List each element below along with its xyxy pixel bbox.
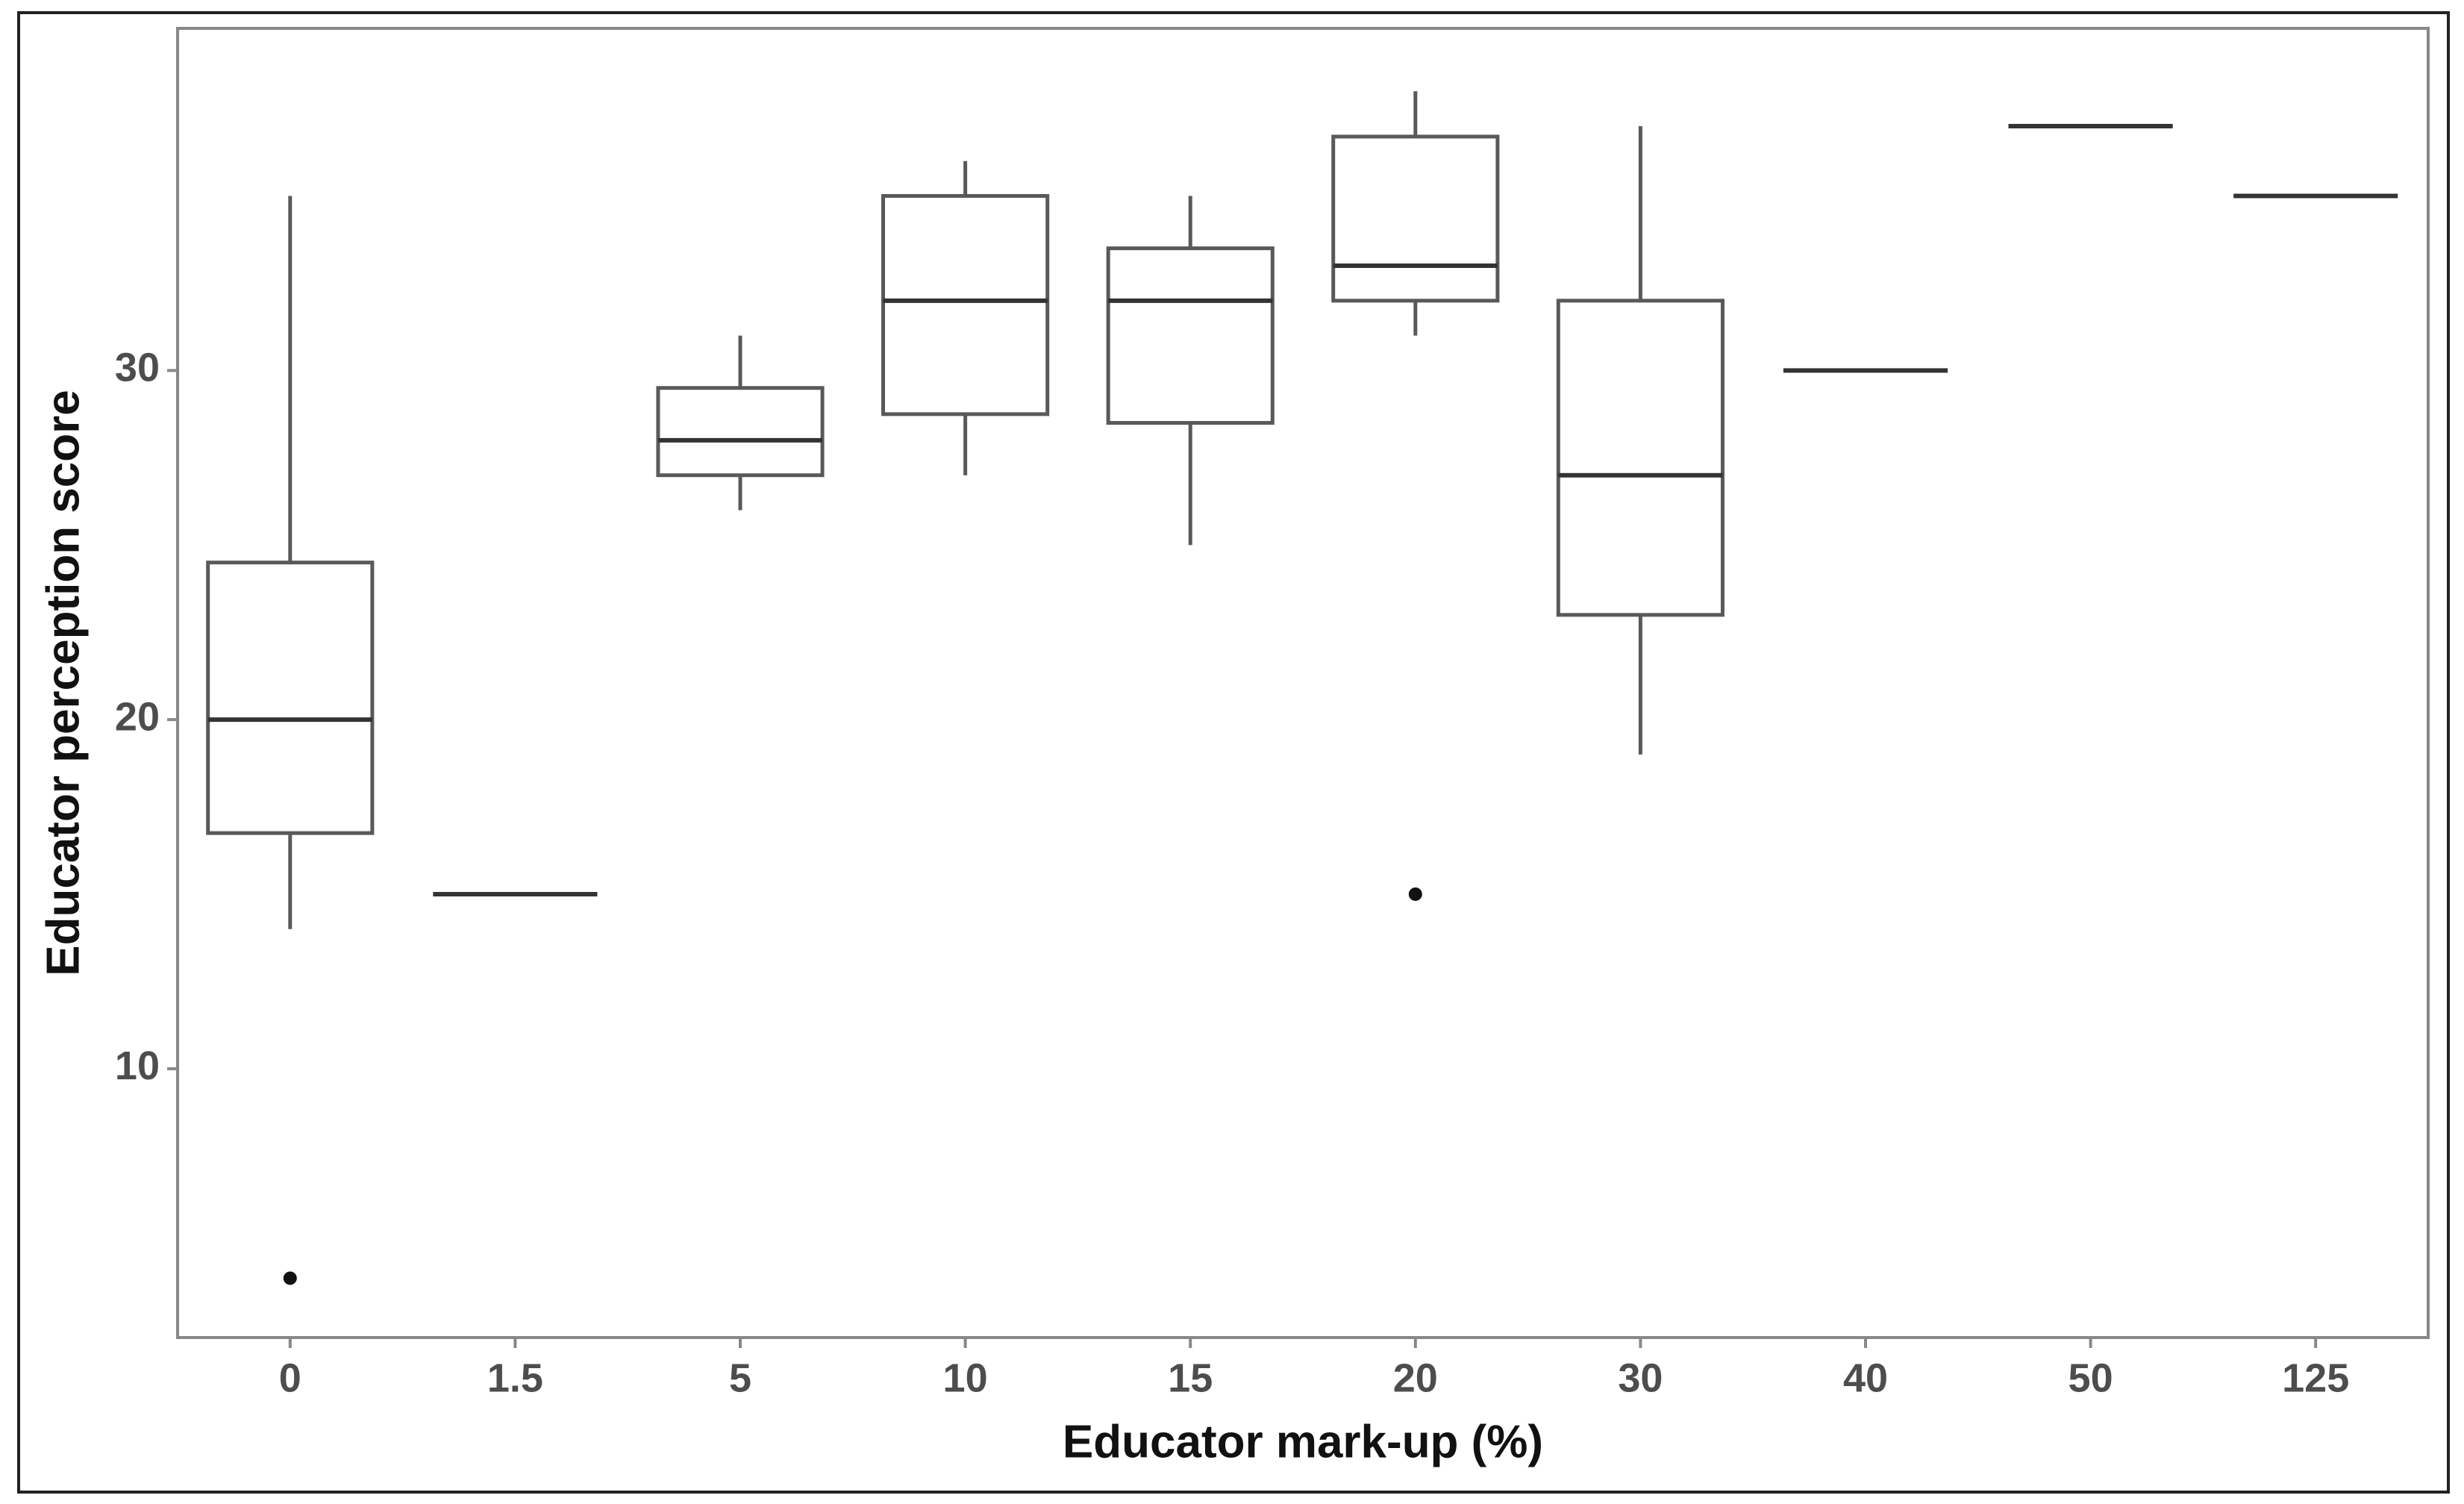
x-tick-label: 30 bbox=[1618, 1355, 1663, 1400]
box bbox=[206, 561, 375, 835]
outlier bbox=[1408, 887, 1422, 901]
outlier bbox=[283, 1271, 297, 1285]
panel-border bbox=[176, 27, 2430, 1339]
x-tick-label: 40 bbox=[1843, 1355, 1888, 1400]
x-tick-label: 125 bbox=[2282, 1355, 2349, 1400]
box bbox=[656, 386, 825, 478]
x-tick-label: 5 bbox=[729, 1355, 751, 1400]
outer-frame bbox=[17, 11, 2450, 1494]
y-tick-label: 30 bbox=[115, 346, 160, 390]
x-tick-label: 10 bbox=[943, 1355, 988, 1400]
x-axis-title: Educator mark-up (%) bbox=[1063, 1416, 1543, 1467]
box bbox=[1106, 246, 1275, 425]
box bbox=[881, 194, 1050, 416]
y-axis-title: Educator perception score bbox=[37, 390, 89, 976]
x-tick-label: 15 bbox=[1168, 1355, 1213, 1400]
box bbox=[1331, 134, 1500, 303]
x-tick-label: 50 bbox=[2069, 1355, 2113, 1400]
x-tick-label: 0 bbox=[279, 1355, 301, 1400]
x-tick-label: 20 bbox=[1393, 1355, 1438, 1400]
x-tick-label: 1.5 bbox=[487, 1355, 543, 1400]
y-tick-label: 20 bbox=[115, 694, 160, 739]
box bbox=[1556, 299, 1725, 617]
y-tick-label: 10 bbox=[115, 1043, 160, 1088]
